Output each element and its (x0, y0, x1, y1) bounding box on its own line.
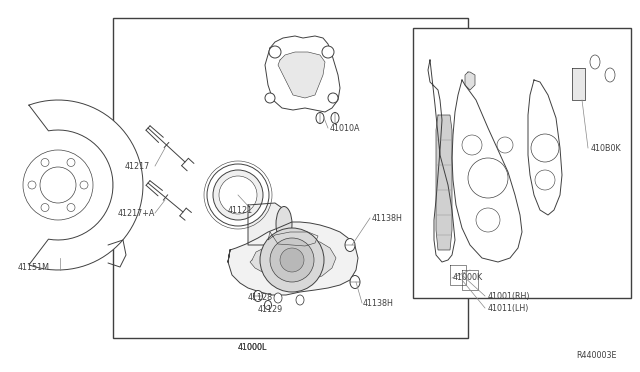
Text: 41138H: 41138H (372, 214, 403, 222)
Circle shape (23, 150, 93, 220)
Text: 41010A: 41010A (330, 124, 360, 132)
Circle shape (28, 181, 36, 189)
Text: 41121: 41121 (228, 205, 253, 215)
Ellipse shape (219, 176, 257, 214)
Circle shape (476, 208, 500, 232)
Circle shape (280, 248, 304, 272)
Text: 41000L: 41000L (237, 343, 267, 353)
Ellipse shape (253, 291, 262, 301)
Polygon shape (265, 36, 340, 112)
Circle shape (67, 158, 75, 167)
Circle shape (41, 203, 49, 212)
Text: 41217+A: 41217+A (118, 208, 156, 218)
Circle shape (260, 228, 324, 292)
Circle shape (328, 93, 338, 103)
Circle shape (468, 158, 508, 198)
Text: 41138H: 41138H (363, 298, 394, 308)
Ellipse shape (331, 112, 339, 124)
Polygon shape (450, 265, 466, 285)
Text: 41000L: 41000L (237, 343, 267, 353)
Bar (413, 28, 631, 298)
Bar (113, 18, 468, 338)
Polygon shape (268, 232, 318, 246)
Ellipse shape (296, 295, 304, 305)
Circle shape (41, 158, 49, 167)
Polygon shape (228, 222, 358, 295)
Polygon shape (250, 240, 336, 280)
Text: 41128: 41128 (248, 294, 273, 302)
Polygon shape (465, 72, 475, 90)
Ellipse shape (605, 68, 615, 82)
Text: R440003E: R440003E (576, 350, 616, 359)
Circle shape (462, 135, 482, 155)
Circle shape (40, 167, 76, 203)
Circle shape (265, 93, 275, 103)
Circle shape (269, 46, 281, 58)
Circle shape (531, 134, 559, 162)
Ellipse shape (590, 55, 600, 69)
Polygon shape (452, 80, 522, 262)
Text: 41129: 41129 (258, 305, 284, 314)
Polygon shape (462, 270, 478, 290)
Text: 41011(LH): 41011(LH) (488, 304, 529, 312)
Text: 41151M: 41151M (18, 263, 50, 273)
Text: 41000K: 41000K (453, 273, 483, 282)
Circle shape (497, 137, 513, 153)
Polygon shape (428, 60, 455, 262)
Circle shape (80, 181, 88, 189)
Polygon shape (248, 203, 285, 245)
Ellipse shape (213, 170, 263, 220)
Text: 41001(RH): 41001(RH) (488, 292, 531, 301)
Ellipse shape (264, 301, 271, 310)
Circle shape (535, 170, 555, 190)
Ellipse shape (316, 112, 324, 124)
Polygon shape (29, 100, 143, 270)
Circle shape (67, 203, 75, 212)
Ellipse shape (207, 164, 269, 226)
Ellipse shape (350, 276, 360, 289)
Text: 41217: 41217 (125, 161, 150, 170)
Circle shape (270, 238, 314, 282)
Polygon shape (278, 52, 325, 98)
Polygon shape (572, 68, 585, 100)
Ellipse shape (276, 206, 292, 241)
Text: 410B0K: 410B0K (591, 144, 621, 153)
Circle shape (322, 46, 334, 58)
Ellipse shape (274, 293, 282, 303)
Polygon shape (436, 115, 452, 250)
Polygon shape (528, 80, 562, 215)
Ellipse shape (345, 238, 355, 251)
